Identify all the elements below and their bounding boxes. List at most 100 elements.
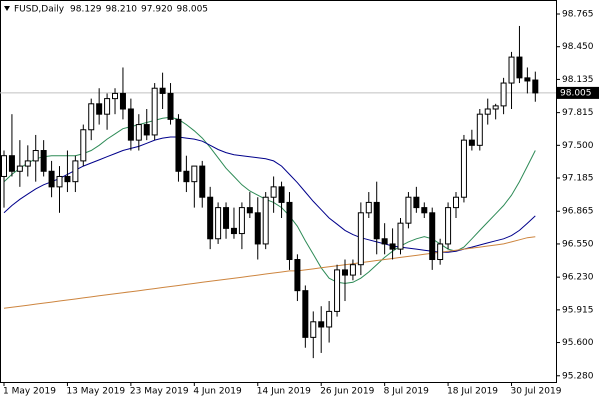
candle-body [1,155,7,177]
x-tick-label: 8 Jul 2019 [384,387,429,397]
y-tick-label: 96.230 [562,273,594,283]
candle-body [56,175,63,188]
candle-body [48,170,55,188]
candle-body [365,201,372,214]
y-tick-label: 97.500 [562,141,594,151]
candle-body [286,201,293,261]
candle-body [183,170,190,183]
candle-body [310,321,317,338]
candle-body [476,113,483,146]
plot-frame [0,0,557,383]
candle-body [294,259,301,292]
ohlc-header: 98.129 98.210 97.920 98.005 [70,5,208,15]
ohlc-value: 98.005 [177,5,209,15]
candle-body [373,201,380,240]
candle-body [405,196,412,224]
candle-body [191,165,198,183]
candle-body [421,207,428,214]
candle-body [500,82,507,107]
x-tick-label: 14 Jun 2019 [257,387,311,397]
x-tick-label: 13 May 2019 [66,387,125,397]
candle-body [270,186,277,198]
candle-body [207,196,214,240]
x-tick-label: 23 May 2019 [130,387,189,397]
candle-body [199,165,206,198]
ohlc-value: 98.129 [70,5,102,15]
candle-body [508,56,515,84]
y-tick-label: 95.915 [562,305,594,315]
candle-body [254,212,261,245]
y-tick-label: 95.600 [562,338,594,348]
candle-body [532,79,539,94]
candle-body [143,124,150,136]
candle-body [349,264,356,276]
candle-body [492,105,499,110]
candle-body [24,160,31,167]
candle-body [104,98,111,115]
y-tick-label: 96.550 [562,239,594,249]
candle-body [278,186,285,203]
candle-body [119,92,126,110]
y-tick-label: 95.280 [562,371,594,381]
y-tick-label: 98.135 [562,75,594,85]
moving-average [3,116,536,284]
menu-arrow [4,6,10,11]
candle-body [167,92,174,120]
y-tick-label: 98.450 [562,42,594,52]
y-tick-label: 97.185 [562,174,594,184]
candle-body [413,196,420,209]
price-label: 98.005 [560,88,592,98]
moving-average [3,236,536,309]
candle-body [524,77,531,82]
candle-body [445,207,452,245]
chart-title: FUSD,Daily [14,5,65,15]
candle-body [453,196,460,209]
candle-body [246,207,253,214]
x-tick-label: 4 Jun 2019 [193,387,242,397]
candle-body [230,227,237,235]
candle-body [80,129,87,162]
candle-body [516,56,523,79]
price-box [557,86,599,99]
candle-body [112,92,119,100]
candle-body [334,269,341,312]
y-tick-label: 96.865 [562,207,594,217]
candle-body [460,139,467,198]
candle-body [357,212,364,266]
candle-body [397,222,404,250]
candle-body [437,243,444,261]
x-tick-label: 26 Jun 2019 [320,387,374,397]
candle-body [151,87,158,136]
moving-average [3,136,536,253]
y-tick-label: 97.815 [562,108,594,118]
x-tick-label: 1 May 2019 [3,387,56,397]
candle-body [32,150,39,162]
candle-body [159,87,166,94]
candle-body [215,207,222,240]
candle-body [468,139,475,146]
candle-body [389,243,396,250]
candle-body [127,108,134,141]
candle-body [429,212,436,261]
candle-body [381,238,388,245]
x-tick-label: 30 Jul 2019 [511,387,562,397]
ohlc-value: 98.210 [106,5,138,15]
candle-body [64,175,71,183]
candle-body [175,118,182,172]
candle-body [40,150,47,172]
candle-body [341,269,348,276]
candle-body [96,103,103,115]
x-tick-label: 18 Jul 2019 [447,387,498,397]
candle-body [16,165,23,172]
ohlc-value: 97.920 [141,5,173,15]
candle-body [238,207,245,235]
candle-body [262,196,269,245]
candle-body [326,310,333,328]
candle-body [135,124,142,141]
candle-body [302,290,309,338]
candle-body [72,160,79,183]
y-tick-label: 98.765 [562,10,594,20]
candle-body [484,108,491,115]
